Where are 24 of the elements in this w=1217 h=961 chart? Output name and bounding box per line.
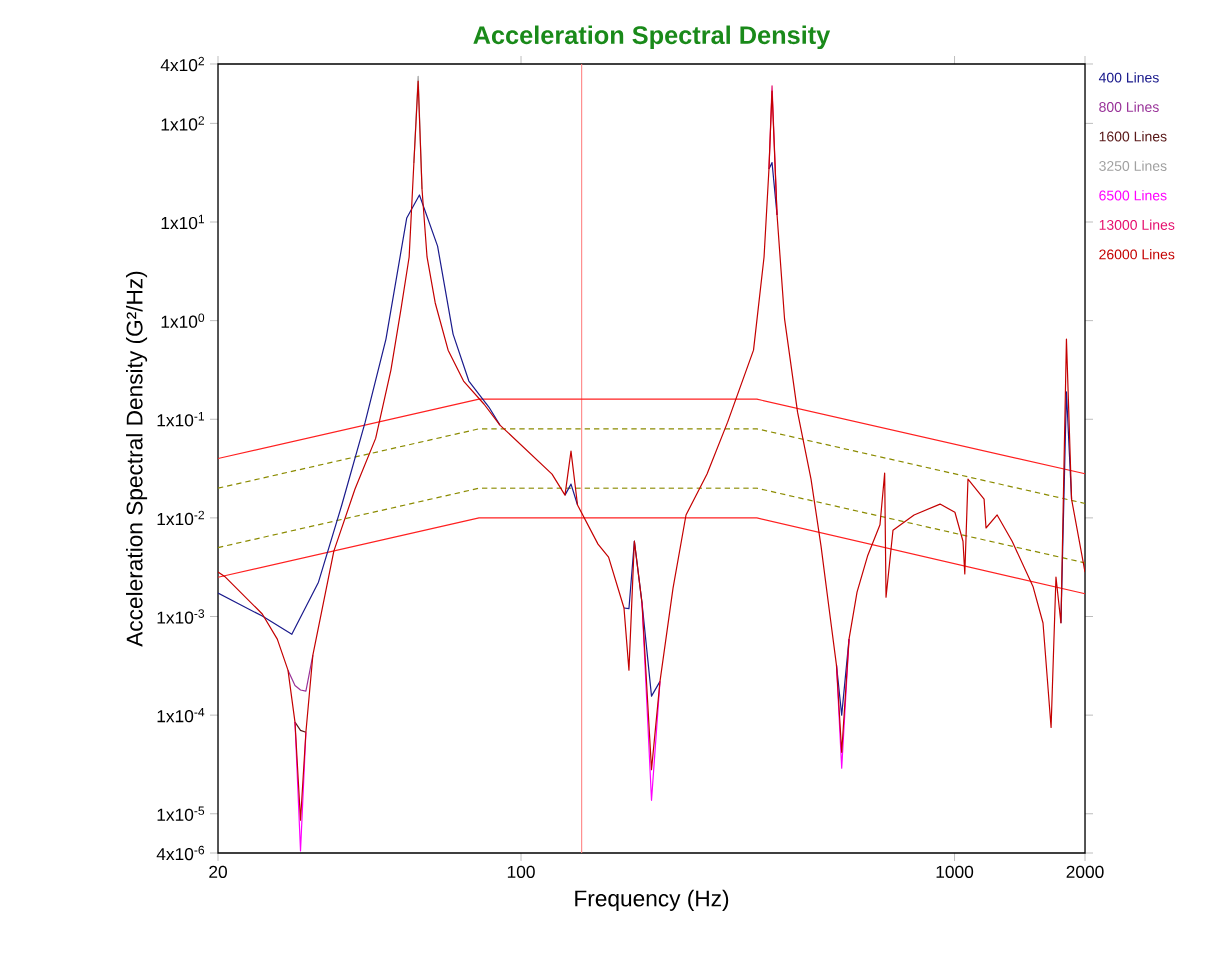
y-tick-label: 1x10$^{-3}$ [157, 609, 205, 624]
text: 26000 Lines [1099, 249, 1175, 260]
x-tick-label: 1000 [936, 865, 974, 878]
x-axis-title: Frequency (Hz) [575, 889, 729, 911]
y-axis-title: Acceleration Spectral Density (G²/Hz) [125, 271, 148, 647]
text: 3250 Lines [1099, 160, 1167, 171]
y-tick-label: 4x10$^{-6}$ [156, 845, 205, 861]
y-tick-label: 1x10$^{-4}$ [157, 707, 205, 723]
y-tick-label: 4x10$^{2}$ [160, 56, 205, 72]
text: 1600 Lines [1099, 131, 1167, 142]
y-tick-label: 1x10$^{-5}$ [157, 806, 205, 821]
y-tick-label: 1x10$^{1}$ [161, 214, 205, 230]
y-tick-label: 1x10$^{-1}$ [157, 412, 205, 427]
text: 13000 Lines [1099, 219, 1175, 230]
x-tick-label: 100 [507, 865, 535, 878]
x-tick-label: 2000 [1066, 865, 1104, 878]
chart-title: Acceleration Spectral Density [473, 25, 831, 50]
x-tick-label: 20 [209, 865, 227, 878]
text: 800 Lines [1099, 101, 1159, 113]
y-tick-label: 1x10$^{0}$ [161, 313, 205, 328]
text: 400 Lines [1098, 72, 1159, 83]
y-tick-label: 1x10$^{-2}$ [157, 510, 205, 526]
text: 6500 Lines [1099, 190, 1167, 201]
y-tick-label: 1x10$^{2}$ [161, 116, 205, 131]
